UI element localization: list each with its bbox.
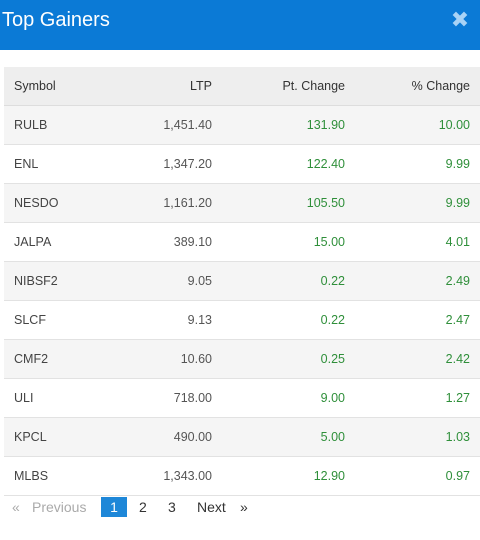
cell-pt-change: 15.00 (212, 222, 345, 262)
cell-ltp: 9.05 (104, 261, 212, 301)
cell-symbol: NIBSF2 (4, 261, 104, 301)
cell-pt-change: 5.00 (212, 417, 345, 457)
table-row[interactable]: SLCF 9.13 0.22 2.47 (4, 300, 480, 340)
cell-ltp: 490.00 (104, 417, 212, 457)
cell-pct-change: 9.99 (345, 144, 480, 184)
cell-ltp: 1,343.00 (104, 456, 212, 496)
cell-pt-change: 0.22 (212, 261, 345, 301)
cell-pt-change: 9.00 (212, 378, 345, 418)
pagination-page-1[interactable]: 1 (101, 497, 127, 517)
close-icon[interactable]: ✖ (450, 8, 470, 33)
cell-pct-change: 2.42 (345, 339, 480, 379)
cell-symbol: MLBS (4, 456, 104, 496)
cell-symbol: RULB (4, 105, 104, 145)
table-body: RULB 1,451.40 131.90 10.00 ENL 1,347.20 122.40… (4, 105, 480, 496)
cell-pt-change: 105.50 (212, 183, 345, 223)
table-row[interactable]: NIBSF2 9.05 0.22 2.49 (4, 261, 480, 301)
cell-symbol: ENL (4, 144, 104, 184)
column-header-pt-change[interactable]: Pt. Change (212, 67, 345, 106)
cell-ltp: 718.00 (104, 378, 212, 418)
cell-pct-change: 0.97 (345, 456, 480, 496)
pagination-page-2[interactable]: 2 (139, 499, 147, 515)
cell-pct-change: 2.47 (345, 300, 480, 340)
cell-pct-change: 1.03 (345, 417, 480, 457)
column-header-symbol[interactable]: Symbol (4, 67, 104, 106)
table-row[interactable]: MLBS 1,343.00 12.90 0.97 (4, 456, 480, 496)
pagination-page-3[interactable]: 3 (168, 499, 176, 515)
table-row[interactable]: CMF2 10.60 0.25 2.42 (4, 339, 480, 379)
gainers-table: Symbol LTP Pt. Change % Change RULB 1,451… (4, 67, 480, 496)
cell-pct-change: 4.01 (345, 222, 480, 262)
cell-pct-change: 2.49 (345, 261, 480, 301)
modal-header: Top Gainers ✖ (0, 0, 480, 50)
table-row[interactable]: RULB 1,451.40 131.90 10.00 (4, 105, 480, 145)
cell-ltp: 1,347.20 (104, 144, 212, 184)
cell-symbol: SLCF (4, 300, 104, 340)
table-row[interactable]: ULI 718.00 9.00 1.27 (4, 378, 480, 418)
cell-pct-change: 1.27 (345, 378, 480, 418)
column-header-ltp[interactable]: LTP (104, 67, 212, 106)
cell-ltp: 1,451.40 (104, 105, 212, 145)
cell-symbol: ULI (4, 378, 104, 418)
table-header-row: Symbol LTP Pt. Change % Change (4, 67, 480, 106)
cell-symbol: NESDO (4, 183, 104, 223)
cell-symbol: KPCL (4, 417, 104, 457)
column-header-pct-change[interactable]: % Change (345, 67, 480, 106)
cell-pct-change: 9.99 (345, 183, 480, 223)
cell-pt-change: 122.40 (212, 144, 345, 184)
table-row[interactable]: NESDO 1,161.20 105.50 9.99 (4, 183, 480, 223)
cell-pt-change: 0.25 (212, 339, 345, 379)
cell-pt-change: 0.22 (212, 300, 345, 340)
cell-symbol: JALPA (4, 222, 104, 262)
pagination-last[interactable]: » (240, 499, 248, 515)
table-row[interactable]: JALPA 389.10 15.00 4.01 (4, 222, 480, 262)
cell-pt-change: 131.90 (212, 105, 345, 145)
cell-ltp: 10.60 (104, 339, 212, 379)
modal-title: Top Gainers (2, 9, 110, 31)
cell-ltp: 9.13 (104, 300, 212, 340)
pagination-next[interactable]: Next (197, 499, 226, 515)
cell-pct-change: 10.00 (345, 105, 480, 145)
cell-pt-change: 12.90 (212, 456, 345, 496)
table-row[interactable]: KPCL 490.00 5.00 1.03 (4, 417, 480, 457)
cell-ltp: 1,161.20 (104, 183, 212, 223)
pagination-previous: Previous (32, 499, 87, 515)
cell-ltp: 389.10 (104, 222, 212, 262)
table-row[interactable]: ENL 1,347.20 122.40 9.99 (4, 144, 480, 184)
cell-symbol: CMF2 (4, 339, 104, 379)
pagination-first: « (12, 499, 20, 515)
